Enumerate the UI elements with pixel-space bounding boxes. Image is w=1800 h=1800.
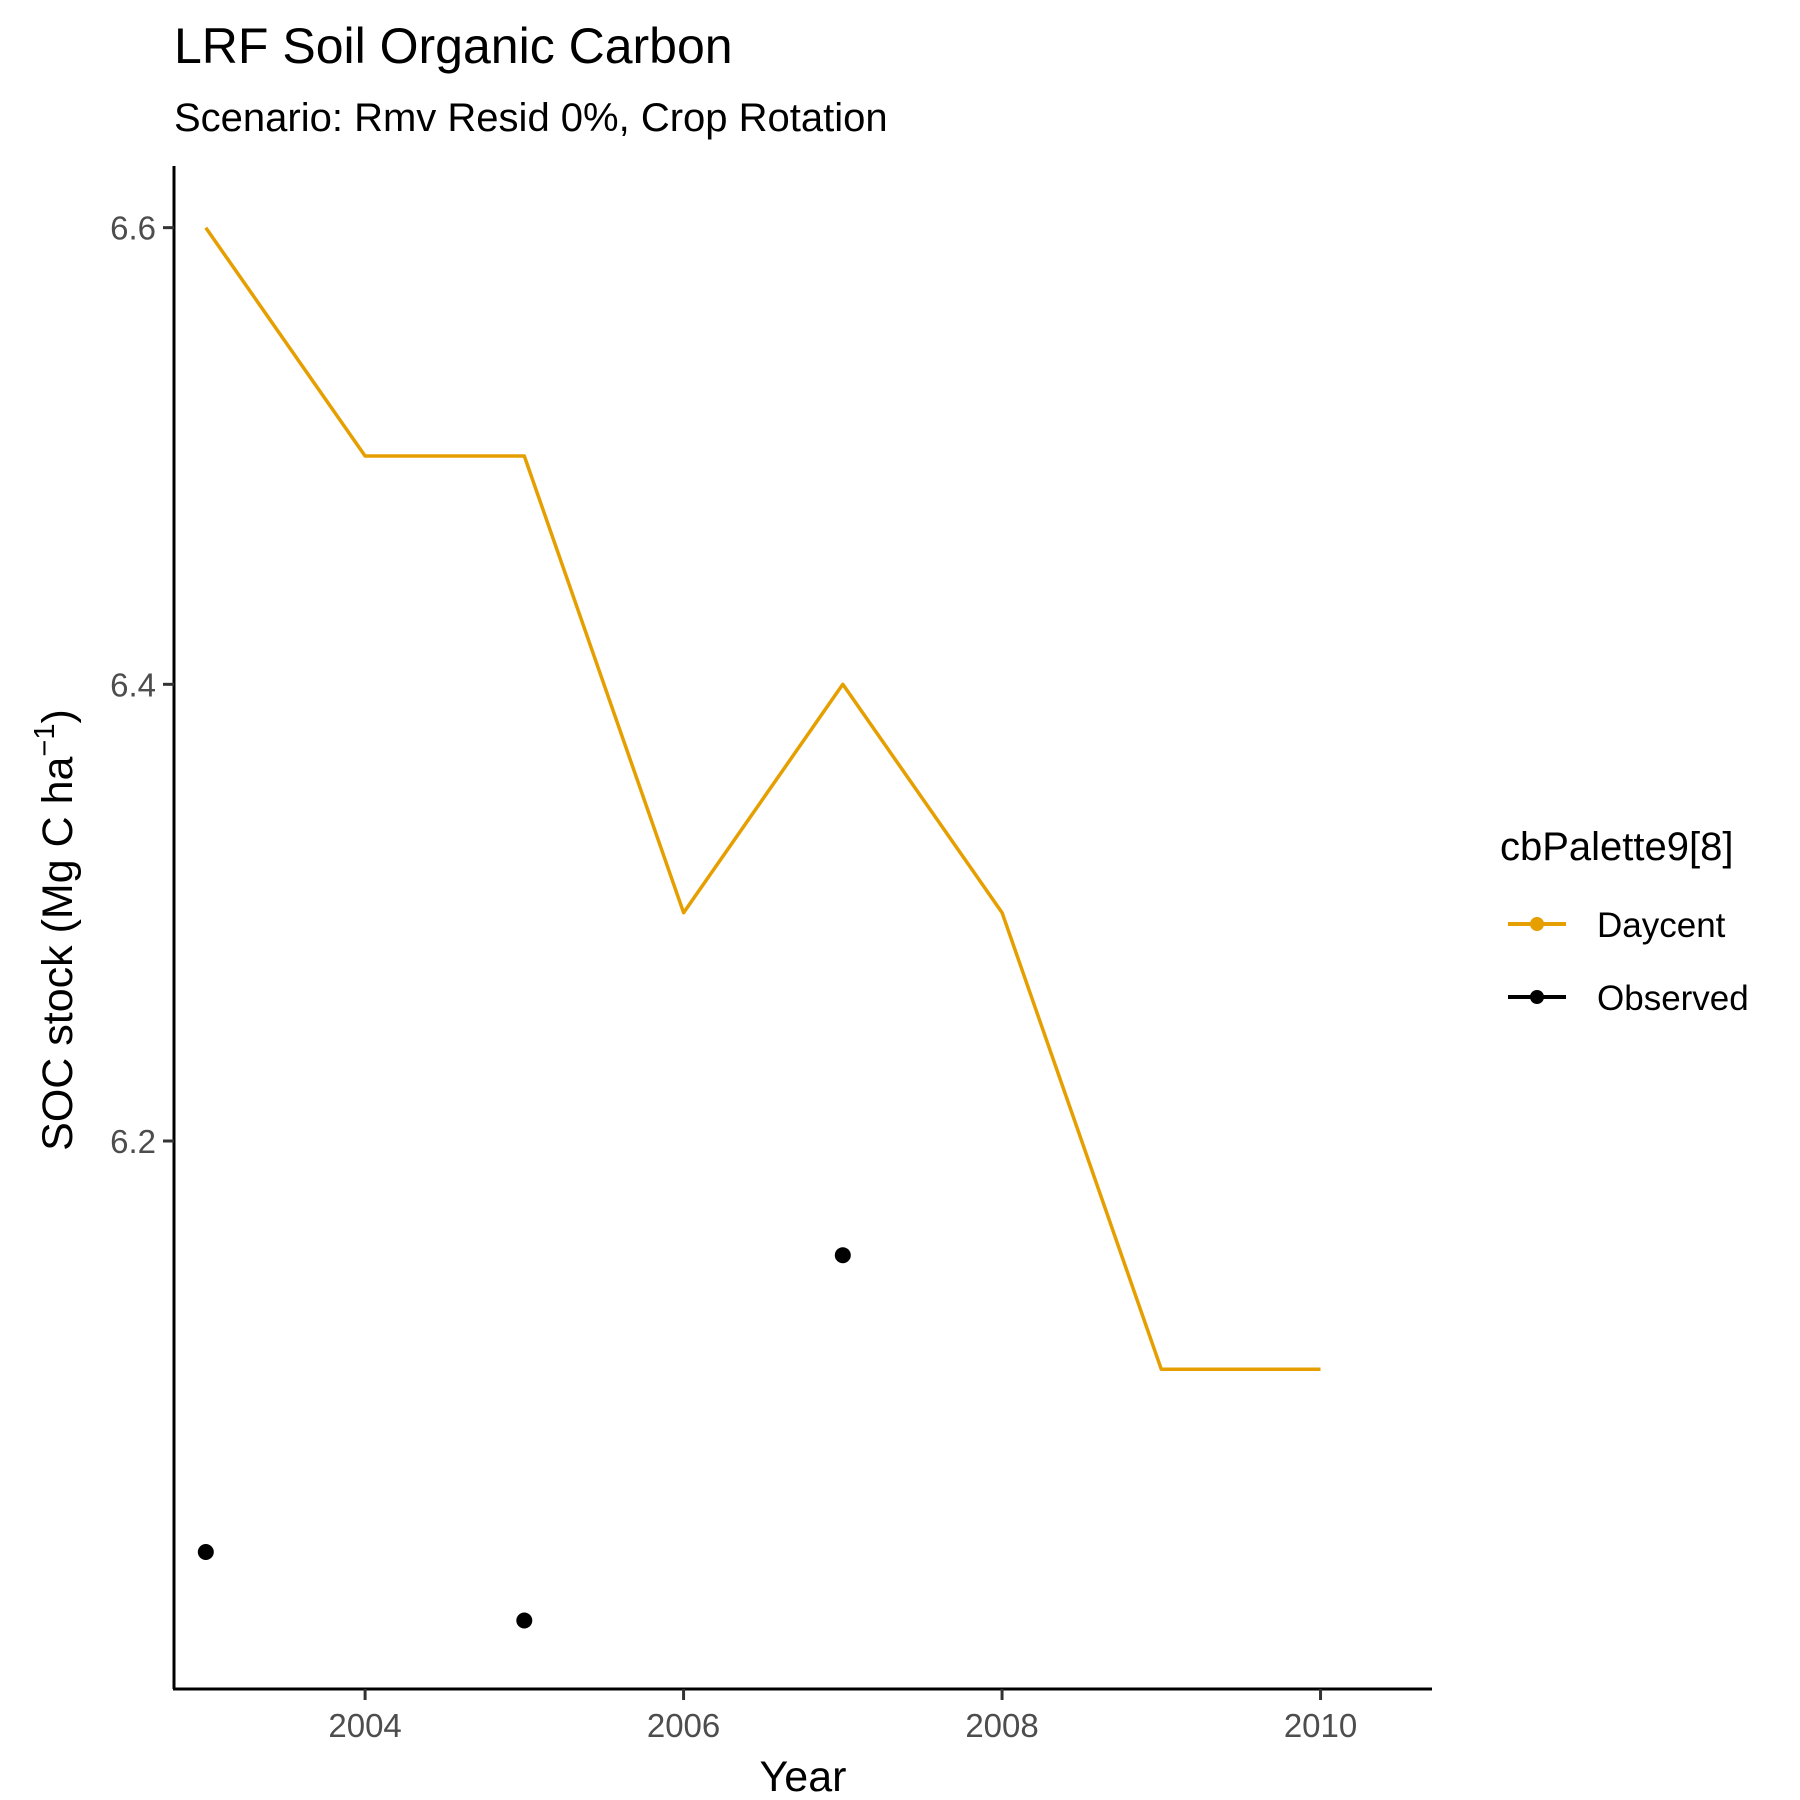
- y-tick-label: 6.4: [110, 666, 156, 703]
- y-axis-title: SOC stock (Mg C ha−1): [29, 709, 82, 1151]
- y-tick-label: 6.6: [110, 210, 156, 247]
- observed-series: [197, 1247, 851, 1629]
- observed-point: [197, 1544, 214, 1560]
- daycent-series: [204, 226, 1321, 1372]
- y-axis-title-close: ): [34, 709, 82, 723]
- x-axis-title: Year: [760, 1753, 847, 1800]
- observed-point: [516, 1612, 533, 1629]
- chart-title: LRF Soil Organic Carbon: [174, 18, 733, 74]
- y-axis-ticks: 6.2 6.4 6.6: [110, 210, 174, 1160]
- x-tick-label: 2008: [965, 1707, 1038, 1744]
- y-tick-label: 6.2: [110, 1123, 156, 1160]
- legend-observed-dot: [1530, 990, 1544, 1004]
- observed-point: [834, 1247, 851, 1264]
- legend: cbPalette9[8] Daycent Observed: [1500, 825, 1749, 1018]
- daycent-line: [204, 226, 1321, 1372]
- legend-observed-label: Observed: [1597, 979, 1749, 1018]
- x-tick-label: 2006: [647, 1707, 720, 1744]
- x-tick-label: 2010: [1284, 1707, 1357, 1744]
- y-axis-title-sup: −1: [29, 723, 61, 756]
- chart-subtitle: Scenario: Rmv Resid 0%, Crop Rotation: [174, 96, 888, 140]
- x-axis-ticks: 2004 2006 2008 2010: [328, 1689, 1357, 1744]
- legend-title: cbPalette9[8]: [1500, 825, 1734, 869]
- legend-daycent-dot: [1530, 917, 1544, 931]
- x-tick-label: 2004: [328, 1707, 401, 1744]
- legend-daycent-label: Daycent: [1597, 906, 1726, 945]
- y-axis-title-main: SOC stock (Mg C ha: [34, 756, 82, 1150]
